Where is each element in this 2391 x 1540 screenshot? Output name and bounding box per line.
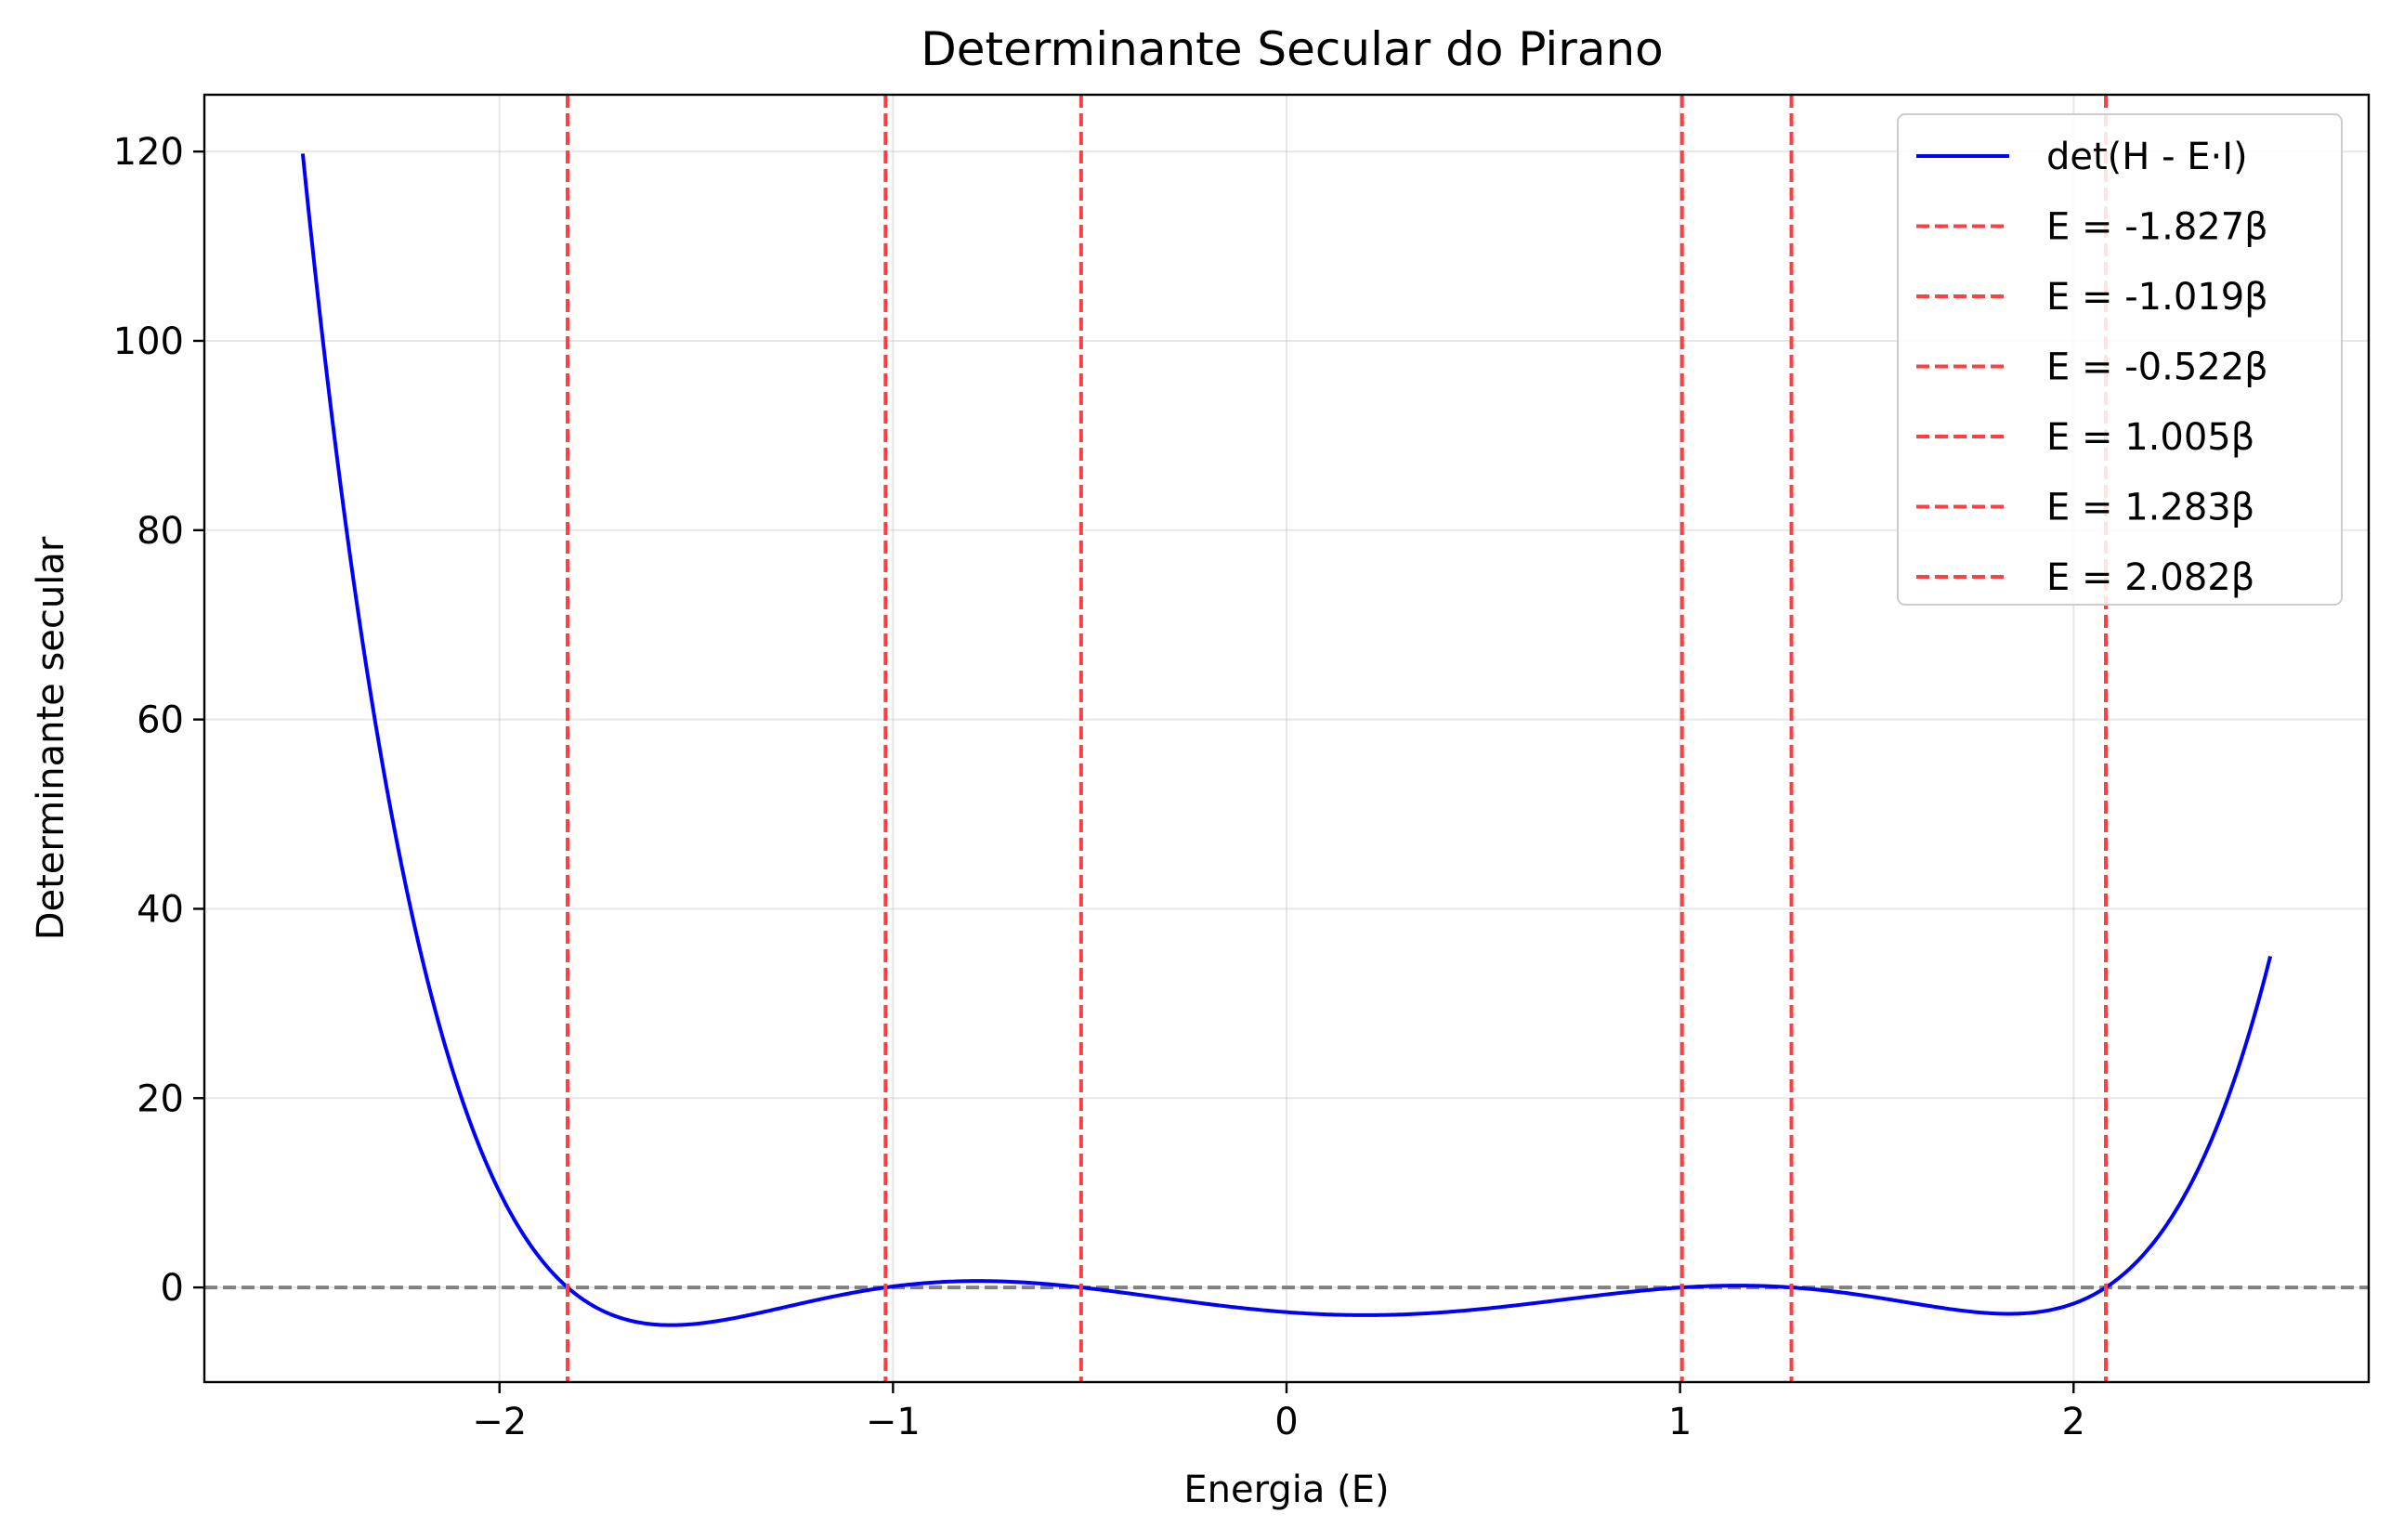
y-tick-label: 20 xyxy=(137,1077,184,1120)
chart-title: Determinante Secular do Pirano xyxy=(921,22,1664,76)
series-line-determinant xyxy=(300,153,2273,1327)
legend-label: E = -1.827β xyxy=(2046,206,2268,249)
x-tick-label: 1 xyxy=(1668,1401,1692,1443)
legend-label: E = 1.005β xyxy=(2046,416,2254,459)
y-tick-label: 80 xyxy=(137,510,184,553)
y-axis-label: Determinante secular xyxy=(30,536,72,940)
x-tick-label: 0 xyxy=(1274,1401,1298,1443)
x-tick-label: −2 xyxy=(472,1401,527,1443)
legend-label: E = 1.283β xyxy=(2046,487,2254,529)
legend-label: E = -0.522β xyxy=(2046,346,2268,389)
y-tick-label: 60 xyxy=(137,699,184,742)
legend-box xyxy=(1897,113,2343,606)
legend: det(H - E·I) E = -1.827β E = -1.019β E = -0… xyxy=(1897,113,2343,606)
y-tick-label: 120 xyxy=(113,131,184,174)
y-tick-label: 40 xyxy=(137,888,184,931)
y-tick-label: 100 xyxy=(113,320,184,363)
y-tick-label: 0 xyxy=(161,1267,184,1310)
legend-label: E = -1.019β xyxy=(2046,276,2268,319)
x-tick-label: −1 xyxy=(866,1401,921,1443)
legend-label: det(H - E·I) xyxy=(2046,136,2248,178)
legend-label: E = 2.082β xyxy=(2046,556,2254,599)
x-tick-label: 2 xyxy=(2062,1401,2085,1443)
x-axis-label: Energia (E) xyxy=(1183,1468,1389,1511)
legend-entries: det(H - E·I) E = -1.827β E = -1.019β E = -0… xyxy=(1916,136,2268,599)
